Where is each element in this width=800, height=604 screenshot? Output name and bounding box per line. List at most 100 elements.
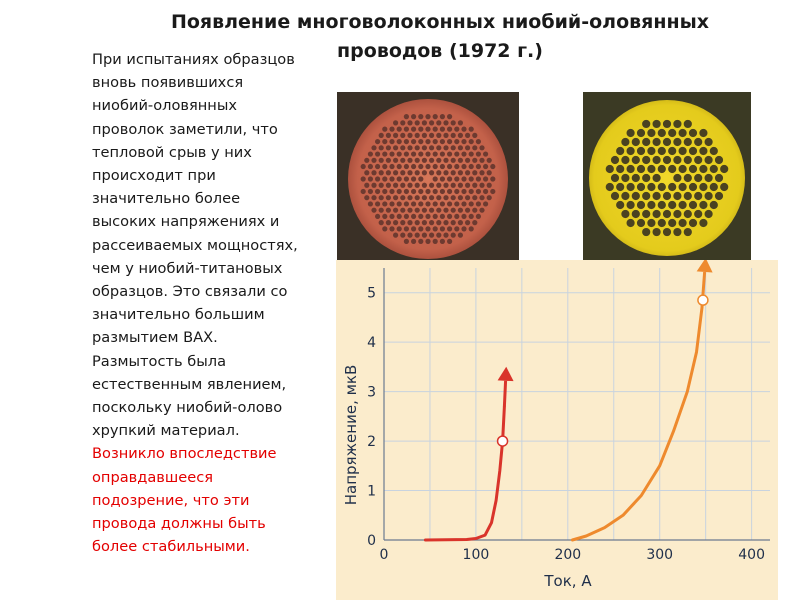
filament [479, 145, 485, 151]
filament [479, 170, 485, 176]
filament [403, 226, 409, 232]
filament [418, 213, 424, 220]
filament [694, 155, 703, 165]
x-tick-label: 400 [738, 547, 765, 563]
filament [621, 209, 630, 219]
filament [439, 188, 445, 195]
filament [461, 226, 467, 232]
filament [694, 209, 703, 219]
filament [418, 114, 424, 120]
filament [662, 119, 672, 129]
filament [421, 132, 427, 138]
filament [642, 173, 651, 183]
series-line-2 [570, 306, 704, 542]
filament [403, 126, 409, 132]
filament [396, 201, 402, 207]
filament [443, 195, 449, 201]
filament [421, 170, 427, 176]
filament [668, 200, 677, 210]
filament [378, 145, 384, 151]
body-line: значительно большим [92, 306, 265, 324]
filament [439, 163, 445, 170]
filament [403, 176, 409, 182]
filament [483, 163, 489, 170]
filament [432, 114, 438, 120]
filament [668, 128, 677, 138]
filament [393, 220, 399, 226]
filament [375, 151, 381, 157]
filament [429, 132, 435, 138]
filament [688, 182, 698, 192]
filament [418, 138, 424, 145]
filament [429, 145, 435, 151]
filament [443, 182, 449, 188]
filament [450, 220, 456, 226]
filament [465, 132, 471, 138]
filament [468, 176, 474, 182]
filament [610, 191, 620, 201]
filament [375, 138, 381, 145]
filament [407, 157, 413, 163]
filament [472, 157, 478, 163]
filament [407, 232, 413, 238]
filament [472, 220, 478, 226]
filament [668, 218, 677, 228]
filament [668, 182, 677, 192]
filament [472, 145, 478, 151]
body-text: При испытаниях образцов вновь появившихс… [92, 48, 332, 558]
body-line: размытием ВАХ. [92, 329, 218, 347]
filament [393, 182, 399, 188]
filament [486, 182, 492, 188]
filament [400, 145, 406, 151]
filament [483, 151, 489, 157]
filament [678, 128, 687, 138]
filament [411, 126, 417, 132]
x-axis-label: Ток, А [543, 572, 592, 590]
filament [468, 213, 474, 220]
filament [447, 188, 453, 195]
filament [389, 176, 395, 182]
filament [657, 182, 666, 192]
filament [371, 195, 377, 201]
filament [396, 138, 402, 145]
filament [678, 218, 687, 228]
filament [457, 232, 463, 238]
filament [436, 207, 442, 213]
filament [393, 145, 399, 151]
filament [418, 226, 424, 232]
filament [443, 145, 449, 151]
filament [688, 146, 698, 156]
filament [382, 151, 388, 157]
filament [657, 200, 666, 210]
filament [683, 155, 692, 165]
filament [457, 170, 463, 176]
filament [429, 195, 435, 201]
filament [425, 201, 431, 207]
filament [432, 176, 438, 182]
filament [626, 128, 635, 138]
body-line: тепловой срыв у них [92, 143, 252, 161]
filament [683, 173, 692, 183]
highlight-line: подозрение, что эти [92, 491, 250, 509]
filament [414, 145, 420, 151]
filament [378, 170, 384, 176]
filament [407, 220, 413, 226]
filament [396, 188, 402, 195]
filament [709, 200, 718, 210]
body-line: образцов. Это связали со [92, 283, 288, 301]
filament [371, 207, 377, 213]
filament [610, 155, 620, 165]
filament [468, 151, 474, 157]
filament [400, 207, 406, 213]
body-line: происходит при [92, 167, 216, 185]
filament [447, 151, 453, 157]
filament [389, 138, 395, 145]
filament [443, 170, 449, 176]
filament [436, 232, 442, 238]
filament [393, 120, 399, 126]
filament [436, 132, 442, 138]
filament [393, 132, 399, 138]
filament [443, 220, 449, 226]
filament [414, 195, 420, 201]
filament [385, 207, 391, 213]
